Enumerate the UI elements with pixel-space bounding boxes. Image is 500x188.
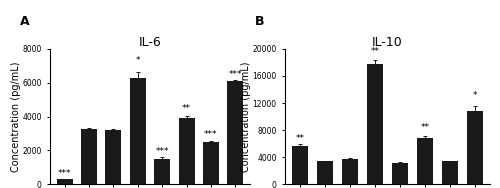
Text: **: ** <box>370 47 380 56</box>
Title: IL-10: IL-10 <box>372 36 403 49</box>
Text: ***: *** <box>228 70 242 79</box>
Bar <box>417 138 433 184</box>
Y-axis label: Concentration (pg/mL): Concentration (pg/mL) <box>241 61 251 172</box>
Text: ***: *** <box>156 147 169 156</box>
Y-axis label: Concentration (pg/mL): Concentration (pg/mL) <box>11 61 21 172</box>
Bar <box>317 161 333 184</box>
Bar <box>203 142 219 184</box>
Bar <box>178 118 194 184</box>
Bar <box>81 129 97 184</box>
Bar <box>342 158 358 184</box>
Text: B: B <box>255 15 264 28</box>
Bar <box>56 179 72 184</box>
Text: *: * <box>136 56 140 65</box>
Bar <box>392 163 408 184</box>
Text: **: ** <box>420 123 430 132</box>
Text: **: ** <box>296 134 304 143</box>
Bar <box>228 81 244 184</box>
Bar <box>106 130 122 184</box>
Bar <box>292 146 308 184</box>
Bar <box>154 158 170 184</box>
Title: IL-6: IL-6 <box>138 36 162 49</box>
Text: ***: *** <box>58 169 71 178</box>
Bar <box>442 161 458 184</box>
Text: *: * <box>473 91 477 100</box>
Bar <box>130 78 146 184</box>
Text: **: ** <box>182 104 191 113</box>
Text: A: A <box>20 15 30 28</box>
Bar <box>367 64 383 184</box>
Text: ***: *** <box>204 130 218 139</box>
Bar <box>467 111 483 184</box>
